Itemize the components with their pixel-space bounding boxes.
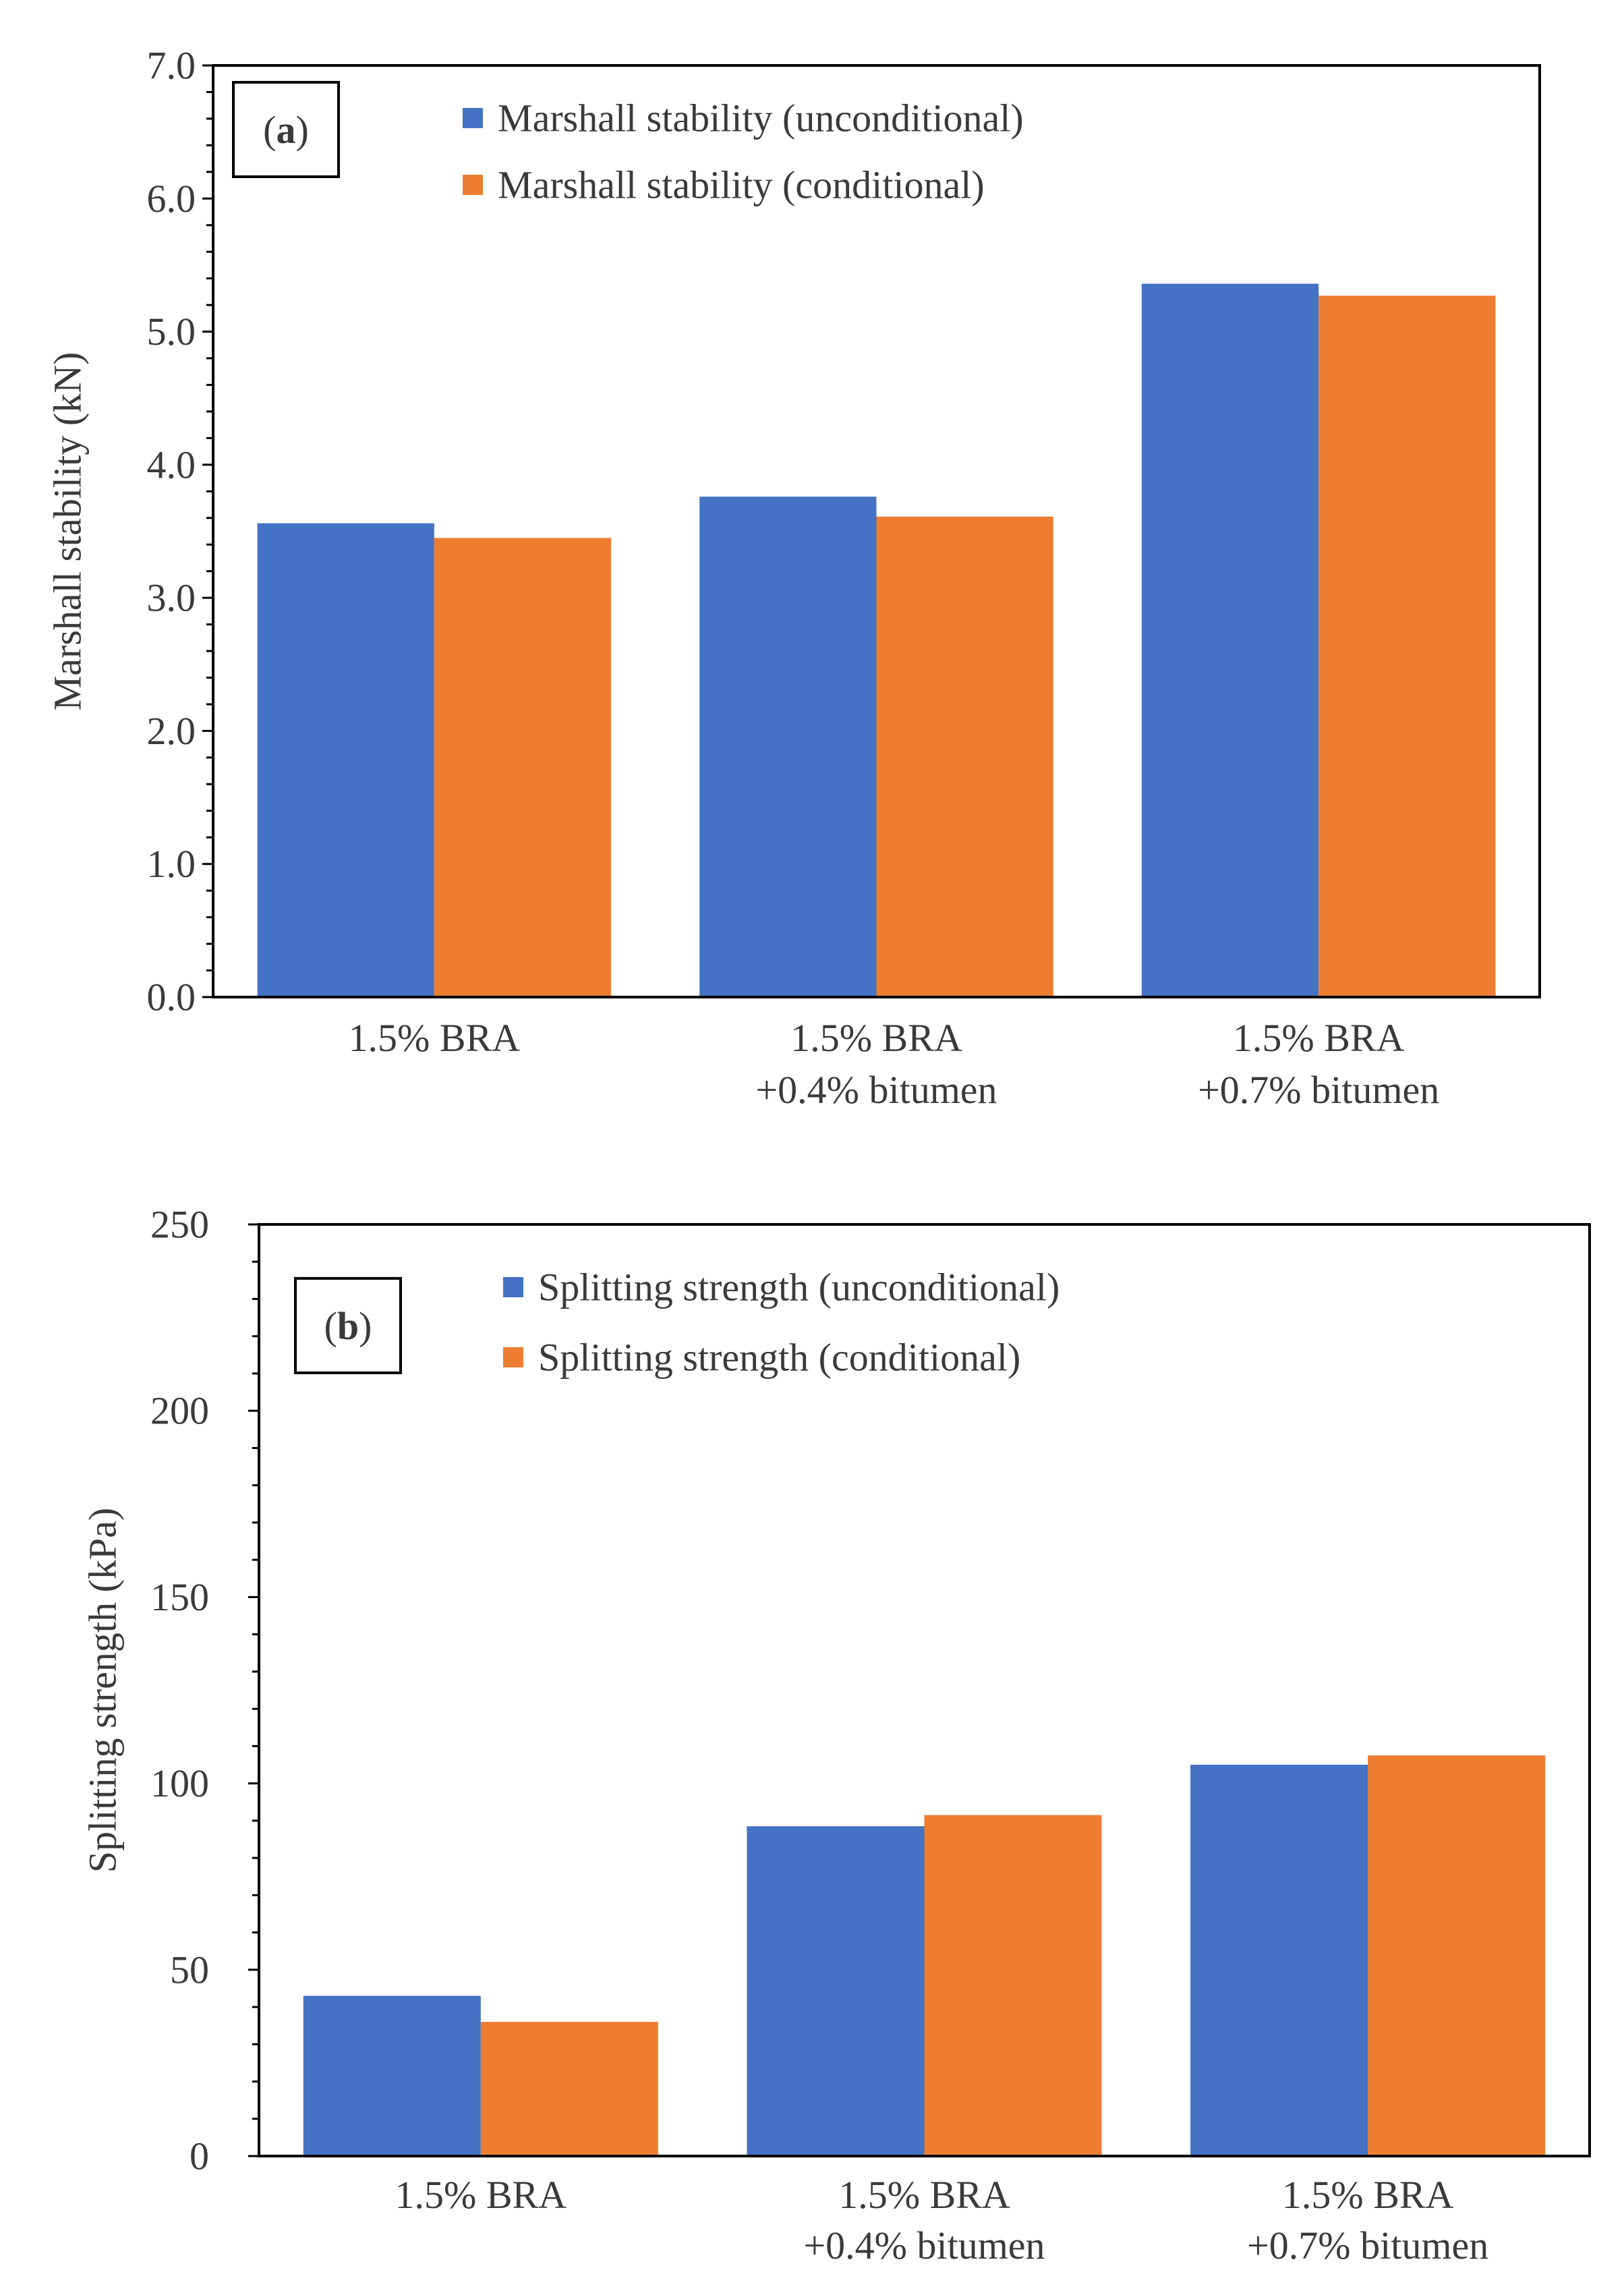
bar-conditional-2 — [876, 516, 1053, 997]
y-tick-label: 5.0 — [147, 310, 196, 353]
panel-label-box — [294, 1277, 402, 1374]
legend-swatch-unconditional — [503, 1277, 523, 1297]
legend-label: Splitting strength (conditional) — [538, 1336, 1020, 1380]
y-tick-label: 0.0 — [147, 975, 196, 1019]
bar-conditional-3 — [1318, 295, 1496, 997]
panel-label-part: ) — [296, 108, 309, 152]
bar-unconditional-1 — [303, 1995, 481, 2156]
chart-b: 0 50 100 150 200 250 1.5% BRA 1.5% BRA +0.4% bit… — [81, 1203, 1591, 2267]
x-tick-label: 1.5% BRA — [1282, 2173, 1454, 2217]
y-tick-label: 100 — [150, 1761, 209, 1805]
bar-unconditional-1 — [257, 523, 434, 997]
x-tick-label: +0.7% bitumen — [1247, 2224, 1488, 2267]
y-tick-label: 150 — [150, 1575, 209, 1619]
legend-swatch-conditional — [503, 1347, 523, 1367]
bar-unconditional-3 — [1141, 283, 1319, 997]
panel-label-part: b — [337, 1304, 359, 1348]
legend-swatch-unconditional — [463, 108, 483, 128]
bar-conditional-3 — [1368, 1755, 1546, 2156]
panel-label: (a) — [263, 108, 309, 152]
x-tick-label: +0.4% bitumen — [755, 1068, 997, 1112]
legend-label: Marshall stability (unconditional) — [498, 96, 1024, 140]
x-tick-label: +0.7% bitumen — [1198, 1068, 1439, 1112]
chart-a: 0.0 1.0 2.0 3.0 4.0 5.0 6.0 7.0 1.5% BRA 1.5% BRA… — [46, 44, 1541, 1112]
legend-swatch-conditional — [463, 175, 483, 195]
bar-conditional-1 — [480, 2022, 658, 2156]
y-tick-label: 3.0 — [147, 576, 196, 620]
y-tick-label: 6.0 — [147, 177, 196, 221]
panel-label-part: ( — [263, 108, 276, 152]
y-axis-label: Marshall stability (kN) — [46, 352, 90, 711]
y-tick-label: 50 — [170, 1948, 209, 1991]
panel-label-part: ) — [359, 1304, 372, 1348]
x-tick-label: +0.4% bitumen — [803, 2224, 1045, 2267]
bar-unconditional-2 — [747, 1826, 925, 2156]
x-tick-label: 1.5% BRA — [1233, 1016, 1405, 1060]
legend-label: Splitting strength (unconditional) — [538, 1266, 1060, 1309]
bar-unconditional-3 — [1190, 1764, 1368, 2156]
y-tick-label: 2.0 — [147, 709, 196, 753]
x-tick-label: 1.5% BRA — [395, 2173, 567, 2217]
x-tick-label: 1.5% BRA — [349, 1016, 521, 1060]
bar-unconditional-2 — [699, 497, 877, 997]
panel-label-box — [232, 81, 340, 178]
y-tick-label: 200 — [150, 1389, 209, 1433]
y-tick-label: 0 — [190, 2134, 209, 2178]
legend-label: Marshall stability (conditional) — [498, 163, 985, 207]
panel-label: (b) — [324, 1304, 372, 1348]
bar-conditional-2 — [924, 1815, 1102, 2156]
panel-label-part: ( — [324, 1304, 337, 1348]
y-tick-label: 1.0 — [147, 842, 196, 886]
x-tick-label: 1.5% BRA — [838, 2173, 1010, 2217]
panel-label-part: a — [277, 108, 296, 152]
y-tick-label: 7.0 — [147, 44, 196, 88]
y-tick-label: 250 — [150, 1203, 209, 1247]
bar-conditional-1 — [434, 538, 612, 997]
y-axis-label: Splitting strength (kPa) — [81, 1508, 125, 1873]
x-tick-label: 1.5% BRA — [790, 1016, 962, 1060]
y-tick-label: 4.0 — [147, 443, 196, 486]
